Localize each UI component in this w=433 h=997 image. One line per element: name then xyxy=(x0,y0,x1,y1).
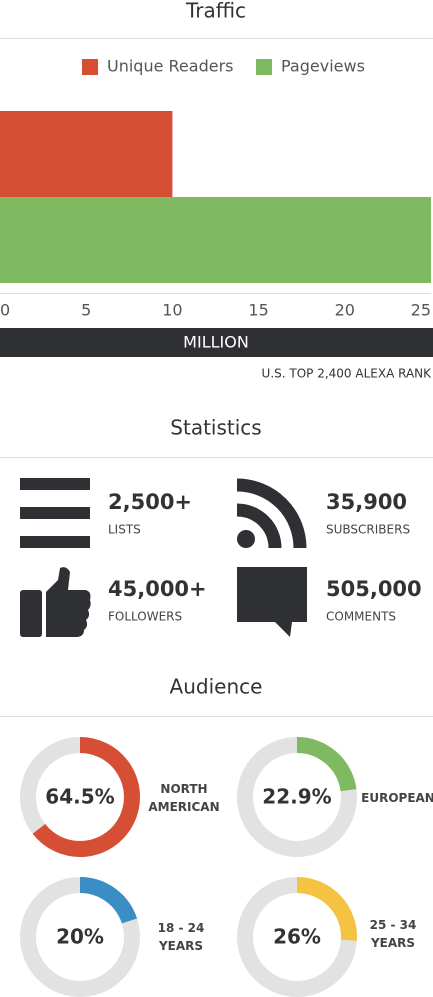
donut-arc xyxy=(296,737,357,792)
donut-value: 22.9% xyxy=(262,785,331,809)
legend-label: Pageviews xyxy=(281,57,365,76)
donut-value: 20% xyxy=(56,925,104,949)
stat-value: 505,000 xyxy=(326,577,422,601)
stat-label: SUBSCRIBERS xyxy=(326,523,410,537)
x-tick-label: 0 xyxy=(0,301,10,320)
stat-value: 45,000+ xyxy=(108,577,207,601)
bar xyxy=(0,111,173,197)
section-title: Statistics xyxy=(170,416,261,440)
donut-value: 26% xyxy=(273,925,321,949)
x-axis-label: MILLION xyxy=(183,333,249,352)
stat-value: 2,500+ xyxy=(108,490,192,514)
stat-label: COMMENTS xyxy=(326,610,396,624)
x-tick-label: 20 xyxy=(335,301,355,320)
x-tick-label: 15 xyxy=(248,301,268,320)
donut-arc xyxy=(296,877,357,941)
x-tick-label: 25 xyxy=(411,301,431,320)
annotation: U.S. TOP 2,400 ALEXA RANK xyxy=(262,367,433,381)
donut-arc xyxy=(79,877,138,924)
x-tick-label: 5 xyxy=(81,301,91,320)
x-tick-label: 10 xyxy=(162,301,182,320)
thumbs-up-icon xyxy=(20,567,91,637)
donut-arc xyxy=(32,737,140,857)
list-icon xyxy=(20,478,90,548)
stat-value: 35,900 xyxy=(326,490,407,514)
section-title: Traffic xyxy=(185,0,246,23)
donut-label: NORTH AMERICAN xyxy=(148,782,220,814)
donut-label: 18 - 24 YEARS xyxy=(157,921,205,953)
rss-icon xyxy=(236,478,307,549)
donut-value: 64.5% xyxy=(45,785,114,809)
stat-label: FOLLOWERS xyxy=(108,610,182,624)
donut-label: EUROPEAN xyxy=(361,791,433,805)
bar xyxy=(0,197,431,283)
donut-label: 25 - 34 YEARS xyxy=(369,918,417,950)
legend-label: Unique Readers xyxy=(107,57,233,76)
legend-swatch xyxy=(256,59,272,75)
axis-label-bar xyxy=(0,328,433,357)
comment-icon xyxy=(237,567,307,637)
legend-swatch xyxy=(82,59,98,75)
section-title: Audience xyxy=(170,675,263,699)
stat-label: LISTS xyxy=(108,523,141,537)
